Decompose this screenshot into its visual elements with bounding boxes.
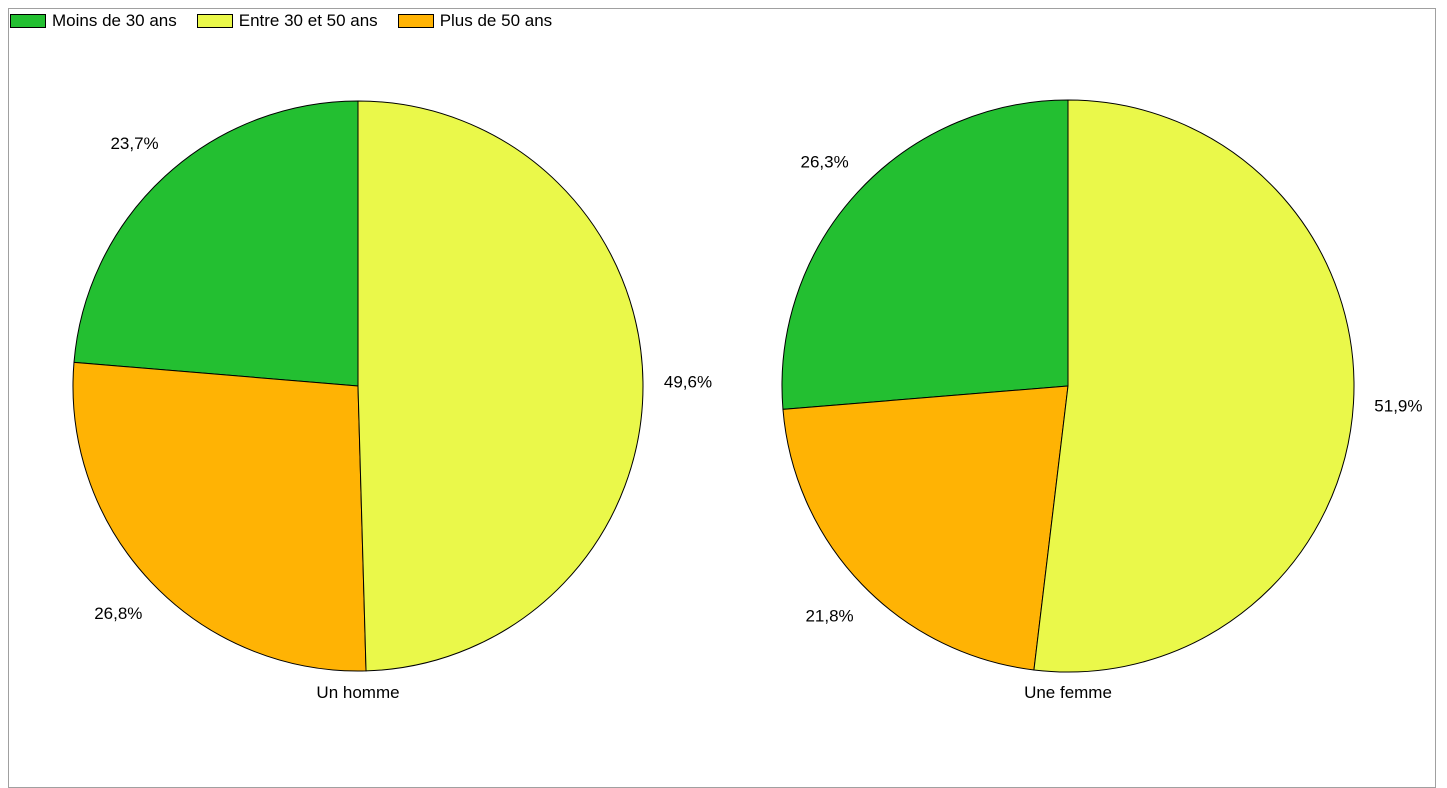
pie-value-label-homme-2: 49,6%	[664, 372, 712, 391]
pie-value-label-femme-1: 21,8%	[805, 607, 853, 626]
pie-value-label-femme-0: 26,3%	[800, 153, 848, 172]
pie-value-label-homme-1: 26,8%	[94, 604, 142, 623]
legend-swatch-over-50	[397, 14, 434, 28]
legend-label-under-30: Moins de 30 ans	[52, 11, 177, 30]
pie-value-label-homme-0: 23,7%	[110, 134, 158, 153]
legend-swatch-under-30	[10, 14, 46, 28]
pie-slice-femme-0	[781, 99, 1069, 410]
pie-category-label-homme: Un homme	[316, 683, 399, 702]
legend-item-over-50: Plus de 50 ans	[397, 11, 553, 31]
pie-slice-homme-1	[72, 361, 367, 672]
pie-slice-femme-1	[782, 385, 1069, 671]
pie-slice-homme-0	[73, 100, 359, 387]
pie-slice-femme-2	[1033, 99, 1355, 673]
pie-value-label-femme-2: 51,9%	[1374, 397, 1422, 416]
legend-item-30-50: Entre 30 et 50 ans	[196, 11, 378, 31]
pie-slice-homme-2	[357, 100, 644, 672]
pie-category-label-femme: Une femme	[1024, 683, 1112, 702]
legend-label-over-50: Plus de 50 ans	[439, 11, 553, 30]
legend-label-30-50: Entre 30 et 50 ans	[238, 11, 378, 30]
legend-swatch-30-50	[196, 14, 233, 28]
legend: Moins de 30 ans Entre 30 et 50 ans Plus …	[10, 11, 572, 31]
legend-item-under-30: Moins de 30 ans	[10, 11, 177, 31]
